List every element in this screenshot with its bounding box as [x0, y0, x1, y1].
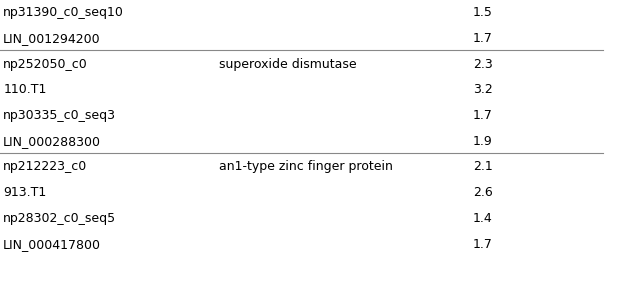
Text: 1.7: 1.7	[473, 237, 493, 251]
Text: 110.T1: 110.T1	[3, 83, 46, 96]
Text: LIN_001294200: LIN_001294200	[3, 32, 101, 45]
Text: np28302_c0_seq5: np28302_c0_seq5	[3, 212, 116, 225]
Text: np252050_c0: np252050_c0	[3, 58, 88, 71]
Text: an1-type zinc finger protein: an1-type zinc finger protein	[219, 160, 393, 173]
Text: 3.2: 3.2	[473, 83, 493, 96]
Text: LIN_000288300: LIN_000288300	[3, 135, 101, 148]
Text: np212223_c0: np212223_c0	[3, 160, 88, 173]
Text: np30335_c0_seq3: np30335_c0_seq3	[3, 109, 116, 122]
Text: superoxide dismutase: superoxide dismutase	[219, 58, 357, 71]
Text: 2.1: 2.1	[473, 160, 493, 173]
Text: 1.9: 1.9	[473, 135, 493, 148]
Text: LIN_000417800: LIN_000417800	[3, 237, 101, 251]
Text: 913.T1: 913.T1	[3, 186, 46, 199]
Text: 1.4: 1.4	[473, 212, 493, 225]
Text: 1.7: 1.7	[473, 32, 493, 45]
Text: 1.7: 1.7	[473, 109, 493, 122]
Text: np31390_c0_seq10: np31390_c0_seq10	[3, 6, 124, 19]
Text: 1.5: 1.5	[473, 6, 493, 19]
Text: 2.3: 2.3	[473, 58, 493, 71]
Text: 2.6: 2.6	[473, 186, 493, 199]
